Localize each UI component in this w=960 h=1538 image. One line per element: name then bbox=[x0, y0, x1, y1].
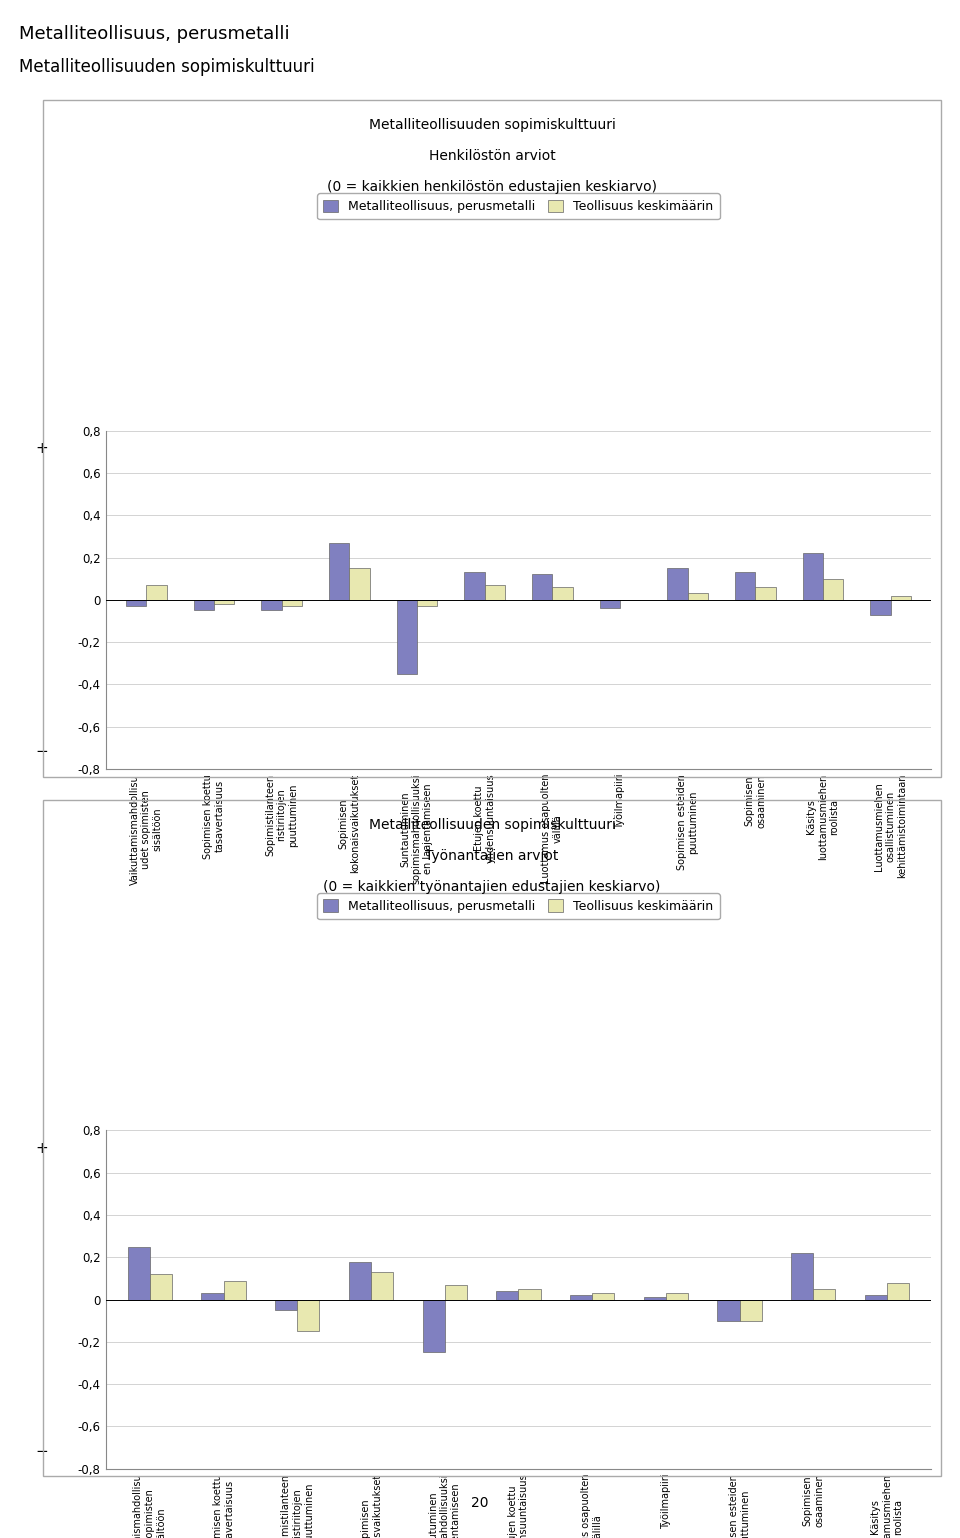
Bar bbox=[717, 1300, 739, 1321]
Bar bbox=[518, 1289, 540, 1300]
Text: Metalliteollisuus, perusmetalli: Metalliteollisuus, perusmetalli bbox=[19, 25, 290, 43]
Bar bbox=[348, 1261, 371, 1300]
Bar bbox=[644, 1298, 666, 1300]
Bar bbox=[592, 1293, 614, 1300]
Bar bbox=[891, 595, 911, 600]
Bar bbox=[735, 572, 756, 600]
Bar bbox=[687, 594, 708, 600]
Bar bbox=[128, 1247, 150, 1300]
Bar bbox=[552, 588, 572, 600]
Bar bbox=[600, 600, 620, 608]
Text: Metalliteollisuuden sopimiskulttuuri: Metalliteollisuuden sopimiskulttuuri bbox=[369, 118, 615, 132]
Bar bbox=[371, 1272, 393, 1300]
Text: −: − bbox=[36, 744, 48, 758]
Bar bbox=[202, 1293, 224, 1300]
Bar bbox=[276, 1300, 298, 1310]
Bar bbox=[261, 600, 281, 611]
Bar bbox=[485, 584, 505, 600]
Text: 20: 20 bbox=[471, 1496, 489, 1510]
Bar bbox=[823, 578, 843, 600]
Legend: Metalliteollisuus, perusmetalli, Teollisuus keskimäärin: Metalliteollisuus, perusmetalli, Teollis… bbox=[317, 194, 720, 220]
Bar bbox=[126, 600, 146, 606]
Bar bbox=[194, 600, 214, 611]
Bar bbox=[871, 600, 891, 615]
Text: +: + bbox=[36, 1141, 48, 1155]
Bar bbox=[496, 1292, 518, 1300]
Text: Työnantajien arviot: Työnantajien arviot bbox=[425, 849, 559, 863]
Legend: Metalliteollisuus, perusmetalli, Teollisuus keskimäärin: Metalliteollisuus, perusmetalli, Teollis… bbox=[317, 894, 720, 920]
Bar bbox=[224, 1281, 246, 1300]
Bar bbox=[281, 600, 301, 606]
Text: Henkilöstön arviot: Henkilöstön arviot bbox=[428, 149, 556, 163]
Text: (0 = kaikkien työnantajien edustajien keskiarvo): (0 = kaikkien työnantajien edustajien ke… bbox=[324, 880, 660, 894]
Bar bbox=[417, 600, 437, 606]
Bar bbox=[756, 588, 776, 600]
Bar bbox=[214, 600, 234, 604]
Bar bbox=[444, 1284, 467, 1300]
Bar bbox=[791, 1253, 813, 1300]
Bar bbox=[570, 1295, 592, 1300]
Bar bbox=[667, 568, 687, 600]
Text: Metalliteollisuuden sopimiskulttuuri: Metalliteollisuuden sopimiskulttuuri bbox=[19, 58, 315, 77]
Text: (0 = kaikkien henkilöstön edustajien keskiarvo): (0 = kaikkien henkilöstön edustajien kes… bbox=[327, 180, 657, 194]
Bar bbox=[329, 543, 349, 600]
Bar bbox=[465, 572, 485, 600]
Bar bbox=[396, 600, 417, 674]
Bar bbox=[666, 1293, 688, 1300]
Bar bbox=[887, 1283, 909, 1300]
Text: Metalliteollisuuden sopimiskulttuuri: Metalliteollisuuden sopimiskulttuuri bbox=[369, 818, 615, 832]
Bar bbox=[803, 554, 823, 600]
Bar bbox=[298, 1300, 320, 1332]
Bar bbox=[865, 1295, 887, 1300]
Text: +: + bbox=[36, 441, 48, 455]
Bar bbox=[150, 1273, 172, 1300]
Bar bbox=[349, 568, 370, 600]
Bar bbox=[813, 1289, 835, 1300]
Bar bbox=[532, 575, 552, 600]
Bar bbox=[422, 1300, 444, 1352]
Text: −: − bbox=[36, 1444, 48, 1458]
Bar bbox=[739, 1300, 761, 1321]
Bar bbox=[146, 584, 166, 600]
